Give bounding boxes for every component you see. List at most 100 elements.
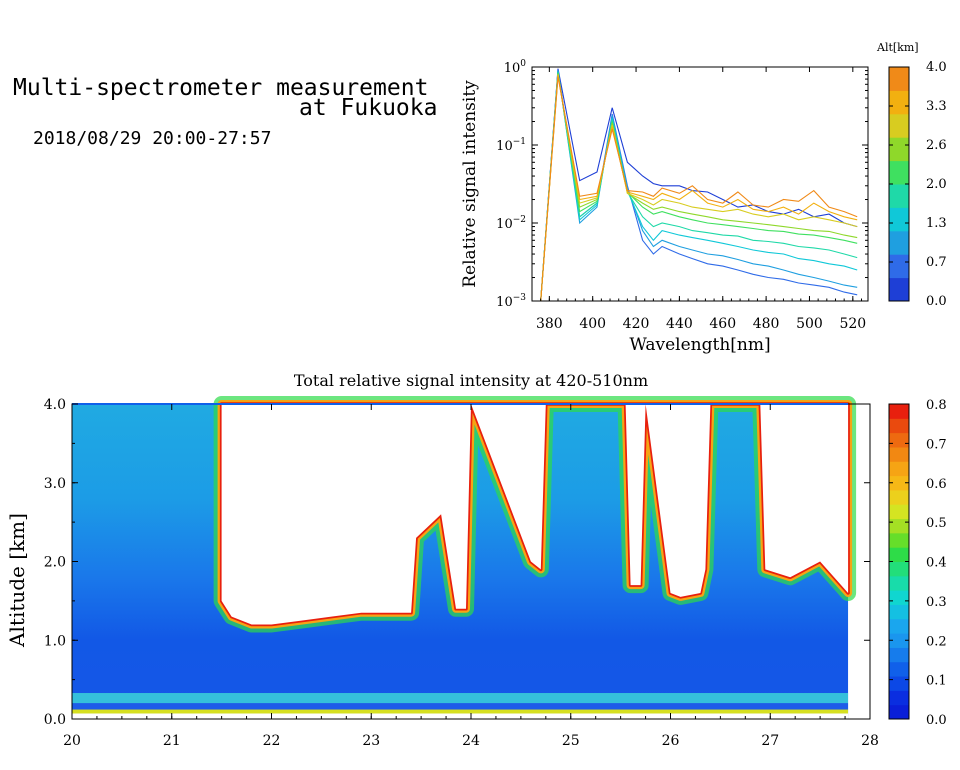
intensity-colorbar-segment	[889, 604, 909, 620]
spectrum-x-tick-label: 380	[536, 316, 563, 332]
spectrum-series-line-6	[540, 72, 858, 301]
spectrum-series-line-8	[540, 74, 858, 301]
heatmap-y-axis-title: Altitude [km]	[5, 513, 29, 648]
spectrum-y-tick-label: 10−3	[496, 293, 526, 310]
alt-colorbar-tick-label: 2.0	[926, 177, 947, 192]
spectrum-series-line-7	[540, 73, 858, 301]
spectrum-series-line-1	[540, 68, 858, 301]
heatmap-surface-band	[72, 693, 849, 704]
intensity-colorbar-segment	[889, 676, 909, 691]
intensity-colorbar-tick-label: 0.2	[926, 634, 947, 649]
intensity-colorbar-segment	[889, 518, 909, 534]
intensity-colorbar-segment	[889, 547, 909, 562]
alt-colorbar-tick-label: 3.3	[926, 99, 947, 114]
alt-colorbar-segment	[889, 137, 909, 162]
heatmap-ground-gap	[72, 713, 849, 719]
heatmap-surface-yellow	[72, 709, 849, 714]
spectrum-x-tick-label: 520	[839, 316, 866, 332]
intensity-colorbar-segment	[889, 661, 909, 677]
alt-colorbar-segment	[889, 254, 909, 279]
intensity-colorbar-segment	[889, 575, 909, 591]
heatmap-title: Total relative signal intensity at 420-5…	[294, 371, 648, 390]
intensity-colorbar-segment	[889, 461, 909, 477]
intensity-colorbar-segment	[889, 504, 909, 520]
intensity-colorbar-segment	[889, 618, 909, 634]
spectrum-x-tick-label: 500	[796, 316, 823, 332]
intensity-colorbar-segment	[889, 475, 909, 491]
alt-colorbar-tick-label: 1.3	[926, 216, 947, 231]
intensity-colorbar-segment	[889, 418, 909, 434]
alt-colorbar-label: Alt[km]	[876, 41, 919, 54]
time-range: 2018/08/29 20:00-27:57	[33, 128, 272, 149]
alt-colorbar-segment	[889, 67, 909, 91]
spectrum-y-tick-label: 10−1	[496, 137, 526, 154]
intensity-colorbar-segment	[889, 647, 909, 663]
spectrum-x-tick-label: 460	[709, 316, 736, 332]
alt-colorbar-segment	[889, 207, 909, 232]
spectrum-series-line-4	[540, 71, 858, 301]
intensity-colorbar-segment	[889, 590, 909, 605]
heatmap-x-tick-label: 21	[163, 733, 181, 749]
spectrum-series-line-5	[540, 72, 858, 301]
heatmap-x-tick-label: 22	[263, 733, 281, 749]
heatmap-x-tick-label: 28	[861, 733, 879, 749]
heatmap-surface-dark	[72, 703, 849, 710]
heatmap-y-tick-label: 4.0	[44, 397, 66, 413]
spectrum-series-line-9	[540, 75, 858, 301]
spectrum-series-line-10	[540, 76, 858, 301]
alt-colorbar-segment	[889, 184, 909, 208]
spectrum-y-tick-label: 100	[504, 59, 527, 76]
intensity-colorbar-tick-label: 0.0	[926, 713, 947, 728]
intensity-colorbar-segment	[889, 432, 909, 448]
alt-colorbar-tick-label: 0.7	[926, 255, 947, 270]
intensity-colorbar-segment	[889, 404, 909, 419]
title-line-1: Multi-spectrometer measurement	[13, 75, 429, 101]
spectrum-series-line-3	[540, 70, 858, 301]
intensity-colorbar-segment	[889, 532, 909, 548]
intensity-colorbar-tick-label: 0.5	[926, 516, 947, 531]
spectrum-lines	[540, 68, 858, 301]
spectrum-x-tick-label: 400	[579, 316, 606, 332]
heatmap-x-tick-label: 20	[63, 733, 81, 749]
alt-colorbar-segment	[889, 90, 909, 115]
heatmap-x-tick-label: 23	[362, 733, 380, 749]
heatmap-x-tick-label: 27	[761, 733, 779, 749]
heatmap-y-tick-label: 0.0	[44, 712, 66, 728]
spectrum-y-tick-label: 10−2	[496, 215, 526, 232]
heatmap-y-tick-label: 3.0	[44, 476, 66, 492]
spectrum-x-tick-label: 480	[753, 316, 780, 332]
heatmap-y-tick-label: 1.0	[44, 633, 66, 649]
spectrum-x-axis-title: Wavelength[nm]	[629, 335, 770, 355]
intensity-colorbar-segment	[889, 633, 909, 648]
alt-colorbar-segment	[889, 277, 909, 302]
alt-colorbar-segment	[889, 113, 909, 138]
intensity-colorbar-segment	[889, 446, 909, 462]
spectrum-x-tick-label: 440	[666, 316, 693, 332]
spectrum-y-axis-title: Relative signal intensity	[460, 80, 480, 288]
intensity-colorbar-tick-label: 0.1	[926, 674, 947, 689]
intensity-colorbar-tick-label: 0.6	[926, 477, 947, 492]
spectrum-series-line-2	[540, 69, 858, 301]
alt-colorbar-segment	[889, 230, 909, 255]
spectrum-frame	[531, 66, 869, 302]
intensity-colorbar-segment	[889, 704, 909, 720]
intensity-colorbar-tick-label: 0.3	[926, 595, 947, 610]
intensity-colorbar-tick-label: 0.7	[926, 437, 947, 452]
intensity-colorbar-segment	[889, 690, 909, 706]
heatmap-x-tick-label: 24	[462, 733, 480, 749]
intensity-colorbar-segment	[889, 489, 909, 505]
heatmap-y-tick-label: 2.0	[44, 555, 66, 571]
heatmap-x-tick-label: 25	[562, 733, 580, 749]
intensity-colorbar-tick-label: 0.8	[926, 398, 947, 413]
heatmap-x-tick-label: 26	[662, 733, 680, 749]
alt-colorbar-tick-label: 4.0	[926, 60, 947, 75]
alt-colorbar-tick-label: 2.6	[926, 138, 947, 153]
alt-colorbar-tick-label: 0.0	[926, 294, 947, 309]
intensity-colorbar-segment	[889, 561, 909, 577]
alt-colorbar-segment	[889, 160, 909, 185]
cloud-region	[221, 404, 849, 625]
spectrum-x-tick-label: 420	[623, 316, 650, 332]
title-line-2: at Fukuoka	[299, 95, 438, 121]
intensity-colorbar-tick-label: 0.4	[926, 556, 947, 571]
